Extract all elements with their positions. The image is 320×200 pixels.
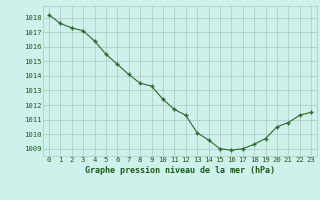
X-axis label: Graphe pression niveau de la mer (hPa): Graphe pression niveau de la mer (hPa)	[85, 166, 275, 175]
